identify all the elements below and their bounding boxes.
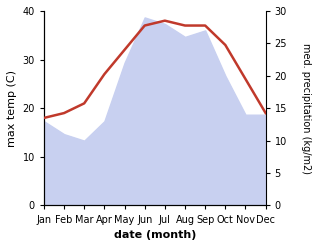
Y-axis label: med. precipitation (kg/m2): med. precipitation (kg/m2)	[301, 43, 311, 174]
X-axis label: date (month): date (month)	[114, 230, 196, 240]
Y-axis label: max temp (C): max temp (C)	[7, 70, 17, 147]
